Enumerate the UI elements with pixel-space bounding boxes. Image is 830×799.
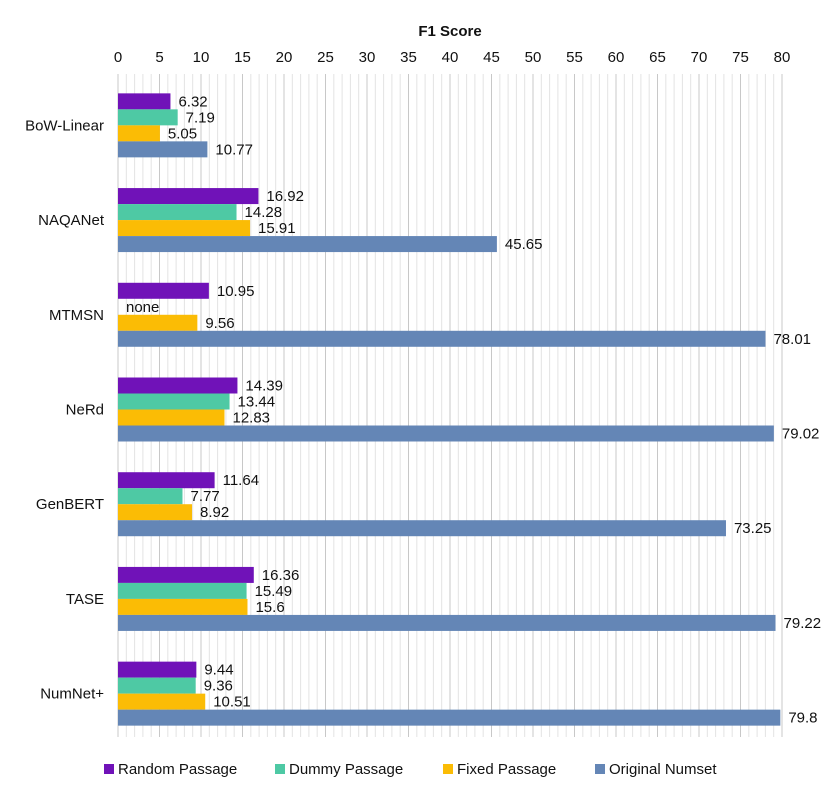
data-label: 9.44: [204, 662, 233, 679]
bar: [118, 709, 781, 726]
x-tick-label: 20: [276, 49, 293, 66]
data-label: 79.22: [784, 615, 822, 632]
bar: [118, 141, 208, 158]
x-tick-label: 15: [234, 49, 251, 66]
bar: [118, 188, 259, 205]
legend-label: Original Numset: [609, 761, 717, 778]
data-label: 9.56: [205, 315, 234, 332]
legend: Random Passage Dummy Passage Fixed Passage…: [104, 761, 717, 778]
bar: [118, 393, 230, 410]
bar: [118, 220, 251, 237]
bar: [118, 488, 183, 505]
bar: [118, 409, 225, 426]
x-tick-label: 25: [317, 49, 334, 66]
data-label: 7.19: [186, 109, 215, 126]
bar: [118, 504, 193, 521]
data-label: 10.95: [217, 283, 255, 300]
data-label: 10.51: [213, 694, 251, 711]
legend-swatch: [595, 764, 605, 774]
bar: [118, 582, 247, 599]
data-label: 6.32: [178, 93, 207, 110]
legend-swatch: [443, 764, 453, 774]
x-tick-label: 0: [114, 49, 122, 66]
bar: [118, 93, 171, 110]
x-tick-label: 80: [774, 49, 791, 66]
data-label: 15.6: [255, 599, 284, 616]
data-label: 9.36: [204, 678, 233, 695]
data-label: 79.02: [782, 426, 820, 443]
data-label: 8.92: [200, 504, 229, 521]
bars: [118, 93, 781, 726]
data-label: none: [126, 299, 159, 316]
data-label: 10.77: [215, 141, 253, 158]
x-tick-label: 75: [732, 49, 749, 66]
bar: [118, 472, 215, 489]
bar: [118, 520, 726, 537]
x-tick-label: 70: [691, 49, 708, 66]
bar: [118, 566, 254, 583]
data-label: 15.91: [258, 220, 296, 237]
legend-label: Fixed Passage: [457, 761, 556, 778]
legend-swatch: [275, 764, 285, 774]
data-label: 13.44: [238, 394, 276, 411]
bar: [118, 282, 209, 299]
category-label: GenBERT: [36, 496, 104, 513]
bar: [118, 598, 248, 615]
data-label: 7.77: [190, 488, 219, 505]
x-tick-label: 40: [442, 49, 459, 66]
chart-title: F1 Score: [418, 23, 481, 40]
bar: [118, 109, 178, 126]
bar: [118, 204, 237, 221]
bar: [118, 236, 497, 253]
legend-label: Dummy Passage: [289, 761, 403, 778]
x-tick-label: 10: [193, 49, 210, 66]
data-label: 11.64: [223, 472, 259, 489]
category-label: MTMSN: [49, 307, 104, 324]
x-axis-ticks: 0 5 10 15 20 25 30 35 40 45 50 55 60 65 70 75 80: [114, 49, 791, 66]
data-label: 14.39: [245, 378, 283, 395]
data-label: 15.49: [255, 583, 293, 600]
data-label: 79.8: [788, 710, 817, 727]
category-label: NeRd: [66, 402, 104, 419]
legend-label: Random Passage: [118, 761, 237, 778]
data-label: 45.65: [505, 236, 543, 253]
x-tick-label: 65: [649, 49, 666, 66]
bar: [118, 425, 774, 442]
bar: [118, 614, 776, 631]
x-tick-label: 55: [566, 49, 583, 66]
legend-swatch: [104, 764, 114, 774]
bar: [118, 377, 238, 394]
x-tick-label: 45: [483, 49, 500, 66]
x-tick-label: 50: [525, 49, 542, 66]
data-label: 12.83: [232, 410, 270, 427]
category-label: BoW-Linear: [25, 117, 104, 134]
bar: [118, 661, 197, 678]
data-label: 73.25: [734, 520, 772, 537]
x-tick-label: 60: [608, 49, 625, 66]
x-tick-label: 30: [359, 49, 376, 66]
data-label: 16.36: [262, 567, 300, 584]
data-label: 5.05: [168, 125, 197, 142]
data-label: 16.92: [266, 188, 304, 205]
bar: [118, 314, 198, 331]
data-label: 78.01: [773, 331, 811, 348]
bar: [118, 330, 766, 347]
bar: [118, 693, 206, 710]
bar: [118, 125, 160, 142]
category-labels: BoW-Linear NAQANet MTMSN NeRd GenBERT TASE Num…: [25, 117, 105, 702]
data-label: 14.28: [245, 204, 283, 221]
category-label: NAQANet: [38, 212, 105, 229]
category-label: TASE: [66, 591, 104, 608]
category-label: NumNet+: [40, 686, 104, 703]
bar: [118, 677, 196, 694]
x-tick-label: 5: [155, 49, 163, 66]
x-tick-label: 35: [400, 49, 417, 66]
